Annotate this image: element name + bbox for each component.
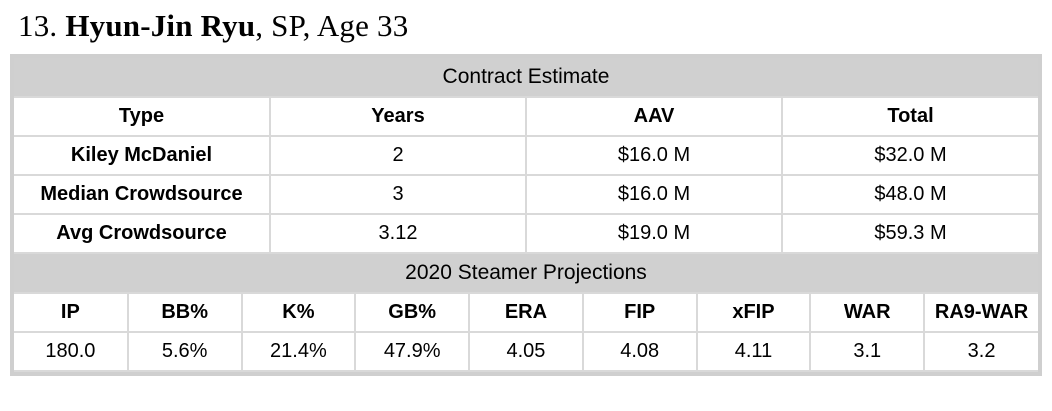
contract-row-type: Avg Crowdsource [14,213,271,254]
contract-section-header: Contract Estimate [14,58,1038,97]
stat-war: 3.1 [809,331,926,372]
stat-fip: 4.08 [581,331,698,372]
column-header-era: ERA [468,292,584,333]
table-row: Contract Estimate [14,58,1038,97]
column-header-xfip: xFIP [695,292,812,333]
table-row: 180.0 5.6% 21.4% 47.9% 4.05 4.08 4.11 3.… [14,331,1038,372]
column-header-years: Years [269,96,527,137]
column-header-aav: AAV [525,96,783,137]
contract-row-years: 3 [269,174,527,215]
table-row: Median Crowdsource 3 $16.0 M $48.0 M [14,174,1038,215]
player-rank: 13. [18,8,58,43]
contract-row-aav: $19.0 M [525,213,783,254]
column-header-ip: IP [14,292,129,333]
contract-row-aav: $16.0 M [525,135,783,176]
stat-xfip: 4.11 [695,331,812,372]
player-name: Hyun-Jin Ryu [65,8,256,43]
table-row: 2020 Steamer Projections [14,254,1038,293]
contract-row-type: Median Crowdsource [14,174,271,215]
contract-row-total: $59.3 M [781,213,1038,254]
contract-row-total: $32.0 M [781,135,1038,176]
table-row: IP BB% K% GB% ERA FIP xFIP WAR RA9-WAR [14,292,1038,333]
column-header-ra9war: RA9-WAR [923,292,1038,333]
stat-bb-pct: 5.6% [126,331,243,372]
page-title: 13. Hyun-Jin Ryu, SP, Age 33 [18,8,1052,44]
contract-row-years: 3.12 [269,213,527,254]
column-header-k-pct: K% [240,292,357,333]
steamer-projections-table: 2020 Steamer Projections IP BB% K% GB% E… [14,254,1038,372]
table-row: Type Years AAV Total [14,96,1038,137]
contract-row-total: $48.0 M [781,174,1038,215]
player-tables: Contract Estimate Type Years AAV Total K… [10,54,1042,376]
player-position-age: , SP, Age 33 [255,8,409,43]
stat-era: 4.05 [468,331,584,372]
column-header-type: Type [14,96,271,137]
column-header-gb-pct: GB% [354,292,471,333]
contract-estimate-table: Contract Estimate Type Years AAV Total K… [14,58,1038,254]
table-row: Avg Crowdsource 3.12 $19.0 M $59.3 M [14,213,1038,254]
contract-row-years: 2 [269,135,527,176]
stat-k-pct: 21.4% [240,331,357,372]
stat-gb-pct: 47.9% [354,331,471,372]
column-header-bb-pct: BB% [126,292,243,333]
column-header-fip: FIP [581,292,698,333]
stat-ra9war: 3.2 [923,331,1038,372]
stat-ip: 180.0 [14,331,129,372]
column-header-war: WAR [809,292,926,333]
projections-section-header: 2020 Steamer Projections [14,254,1038,293]
column-header-total: Total [781,96,1038,137]
contract-row-aav: $16.0 M [525,174,783,215]
table-row: Kiley McDaniel 2 $16.0 M $32.0 M [14,135,1038,176]
contract-row-type: Kiley McDaniel [14,135,271,176]
